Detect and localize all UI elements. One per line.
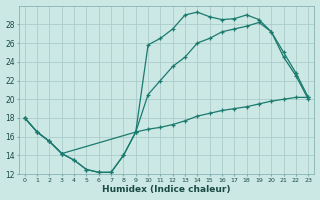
X-axis label: Humidex (Indice chaleur): Humidex (Indice chaleur)	[102, 185, 231, 194]
